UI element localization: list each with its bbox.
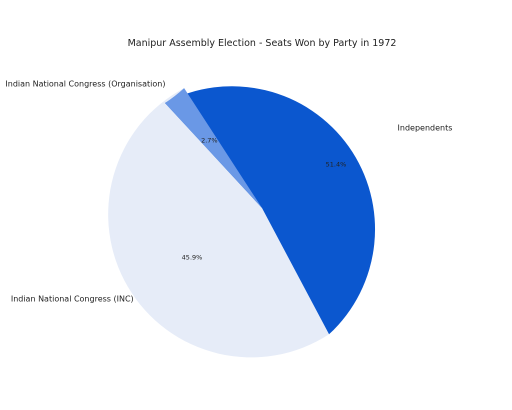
- pie-slices: [108, 86, 376, 358]
- slice-label-0: Independents: [398, 124, 453, 133]
- pie-slice-0: [108, 88, 330, 358]
- pie-labels: Independents 51.4% Indian National Congres…: [5, 79, 452, 303]
- slice-percent-0: 51.4%: [326, 160, 347, 168]
- slice-percent-1: 45.9%: [182, 254, 203, 262]
- slice-label-1: Indian National Congress (INC): [11, 294, 134, 303]
- slice-label-2: Indian National Congress (Organisation): [5, 79, 165, 88]
- slice-percent-2: 2.7%: [201, 136, 218, 144]
- chart-title: Manipur Assembly Election - Seats Won by…: [128, 38, 397, 49]
- pie-slice-2: [164, 88, 262, 208]
